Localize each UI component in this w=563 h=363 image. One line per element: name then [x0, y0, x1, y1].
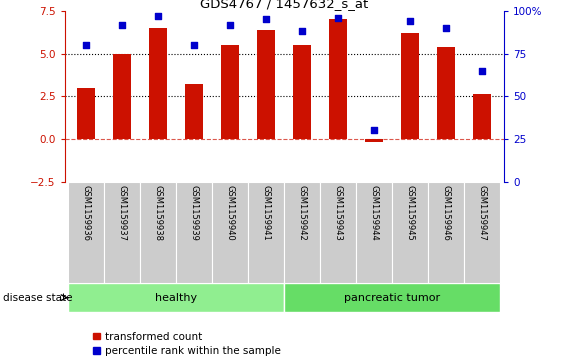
Bar — [248, 182, 284, 283]
Bar — [68, 283, 284, 312]
Bar — [68, 182, 104, 283]
Point — [478, 68, 487, 73]
Bar — [104, 182, 140, 283]
Text: disease state: disease state — [3, 293, 72, 303]
Text: GSM1159939: GSM1159939 — [190, 184, 199, 240]
Point — [118, 22, 127, 28]
Bar — [428, 182, 464, 283]
Bar — [356, 182, 392, 283]
Text: GSM1159942: GSM1159942 — [298, 184, 307, 240]
Point — [190, 42, 199, 48]
Point — [334, 15, 343, 21]
Bar — [149, 28, 167, 139]
Title: GDS4767 / 1457632_s_at: GDS4767 / 1457632_s_at — [200, 0, 368, 10]
Text: GSM1159946: GSM1159946 — [442, 184, 451, 240]
Point — [370, 127, 379, 133]
Bar — [113, 53, 131, 139]
Text: GSM1159943: GSM1159943 — [334, 184, 343, 240]
Text: GSM1159940: GSM1159940 — [226, 184, 235, 240]
Point — [298, 28, 307, 34]
Bar — [221, 45, 239, 139]
Bar — [293, 45, 311, 139]
Text: GSM1159941: GSM1159941 — [262, 184, 271, 240]
Text: GSM1159944: GSM1159944 — [370, 184, 379, 240]
Point — [82, 42, 91, 48]
Text: percentile rank within the sample: percentile rank within the sample — [105, 346, 281, 356]
Bar — [473, 94, 491, 139]
Bar — [392, 182, 428, 283]
Bar — [464, 182, 501, 283]
Bar — [437, 47, 455, 139]
Bar — [329, 19, 347, 139]
Text: GSM1159945: GSM1159945 — [406, 184, 415, 240]
Point — [226, 22, 235, 28]
Bar — [401, 33, 419, 139]
Point — [442, 25, 451, 31]
Bar — [140, 182, 176, 283]
Point — [262, 16, 271, 22]
Text: healthy: healthy — [155, 293, 198, 303]
Text: pancreatic tumor: pancreatic tumor — [344, 293, 440, 303]
Bar — [212, 182, 248, 283]
Bar — [284, 283, 501, 312]
Text: GSM1159937: GSM1159937 — [118, 184, 127, 241]
Point — [406, 18, 415, 24]
Bar — [320, 182, 356, 283]
Text: GSM1159936: GSM1159936 — [82, 184, 91, 241]
Bar — [257, 30, 275, 139]
Point — [154, 13, 163, 19]
Text: GSM1159938: GSM1159938 — [154, 184, 163, 241]
Text: transformed count: transformed count — [105, 332, 203, 342]
Bar — [365, 139, 383, 142]
Bar — [77, 87, 95, 139]
Text: GSM1159947: GSM1159947 — [478, 184, 487, 240]
Bar — [185, 84, 203, 139]
Bar — [176, 182, 212, 283]
Bar — [284, 182, 320, 283]
